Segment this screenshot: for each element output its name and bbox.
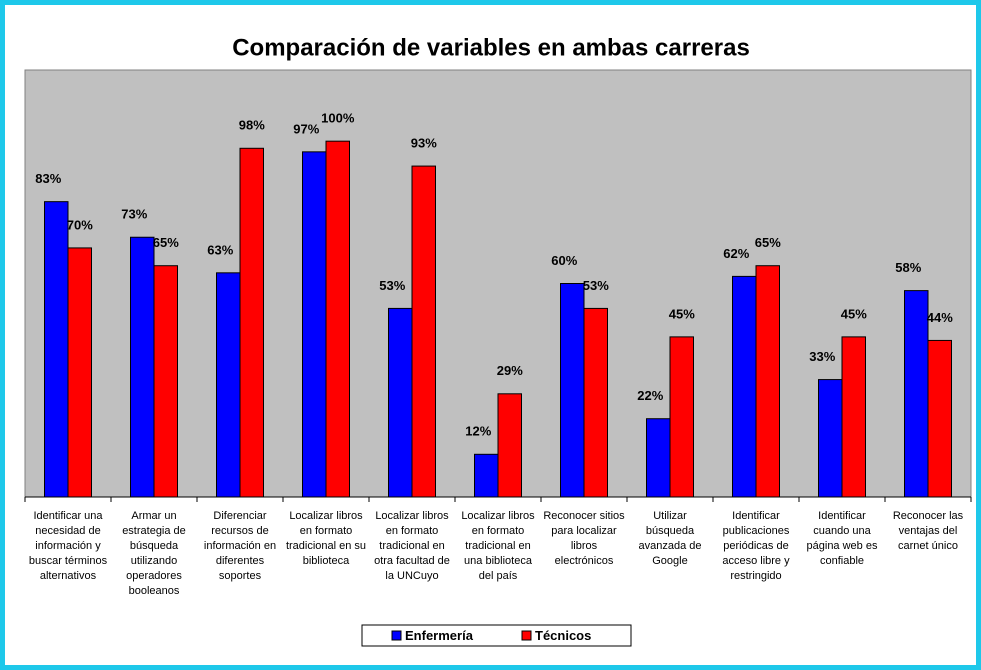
data-label: 70% [67, 217, 93, 232]
bar [130, 236, 155, 498]
bar [153, 265, 178, 498]
bar [44, 201, 69, 498]
data-label: 44% [927, 310, 953, 325]
legend-box [361, 624, 632, 647]
x-tick-label: Localizar libros en formato tradicional … [285, 510, 367, 567]
bar [411, 165, 436, 498]
data-label: 83% [35, 171, 61, 186]
bar [904, 290, 929, 498]
data-label: 60% [551, 253, 577, 268]
bar [325, 140, 350, 498]
bar [388, 307, 413, 498]
legend-swatch [521, 630, 532, 641]
legend-label: Enfermería [405, 628, 474, 643]
data-label: 65% [755, 235, 781, 250]
x-tick-label: Reconocer sitios para localizar libros e… [543, 510, 625, 567]
data-label: 93% [411, 136, 437, 151]
bar [67, 247, 92, 498]
chart-title: Comparación de variables en ambas carrer… [232, 34, 750, 61]
data-label: 33% [809, 349, 835, 364]
bar [841, 336, 866, 498]
x-tick-label: Localizar libros en formato tradicional … [461, 510, 535, 582]
data-label: 63% [207, 242, 233, 257]
bar [669, 336, 694, 498]
x-tick-label: Diferenciar recursos de información en d… [203, 510, 277, 582]
data-label: 58% [895, 260, 921, 275]
data-label: 45% [841, 306, 867, 321]
data-label: 45% [669, 306, 695, 321]
data-label: 29% [497, 363, 523, 378]
bar [474, 453, 499, 498]
bar [732, 275, 757, 498]
bar [755, 265, 780, 498]
legend-swatch [391, 630, 402, 641]
bar [239, 147, 264, 498]
data-label: 12% [465, 424, 491, 439]
x-tick-label: Utilizar búsqueda avanzada de Google [638, 510, 702, 567]
data-label: 62% [723, 246, 749, 261]
bar [583, 307, 608, 498]
chart: Comparación de variables en ambas carrer… [24, 34, 972, 647]
x-tick-label: Reconocer las ventajas del carnet único [892, 510, 964, 552]
data-label: 98% [239, 118, 265, 133]
bar [818, 379, 843, 498]
data-label: 22% [637, 388, 663, 403]
x-tick-label: Identificar una necesidad de información… [28, 510, 108, 582]
bar [646, 418, 671, 498]
bar [216, 272, 241, 498]
legend-label: Técnicos [535, 628, 591, 643]
data-label: 73% [121, 207, 147, 222]
data-label: 97% [293, 121, 319, 136]
data-label: 53% [583, 278, 609, 293]
x-tick-label: Identificar cuando una página web es con… [806, 510, 878, 567]
x-tick-label: Armar un estrategia de búsqueda utilizan… [122, 510, 186, 597]
data-label: 53% [379, 278, 405, 293]
bar [497, 393, 522, 498]
bar [560, 283, 585, 498]
bar [927, 339, 952, 498]
x-tick-label: Localizar libros en formato tradicional … [374, 510, 450, 582]
data-label: 65% [153, 235, 179, 250]
x-tick-label: Identificar publicaciones periódicas de … [722, 510, 790, 582]
bar [302, 151, 327, 498]
data-label: 100% [321, 111, 355, 126]
